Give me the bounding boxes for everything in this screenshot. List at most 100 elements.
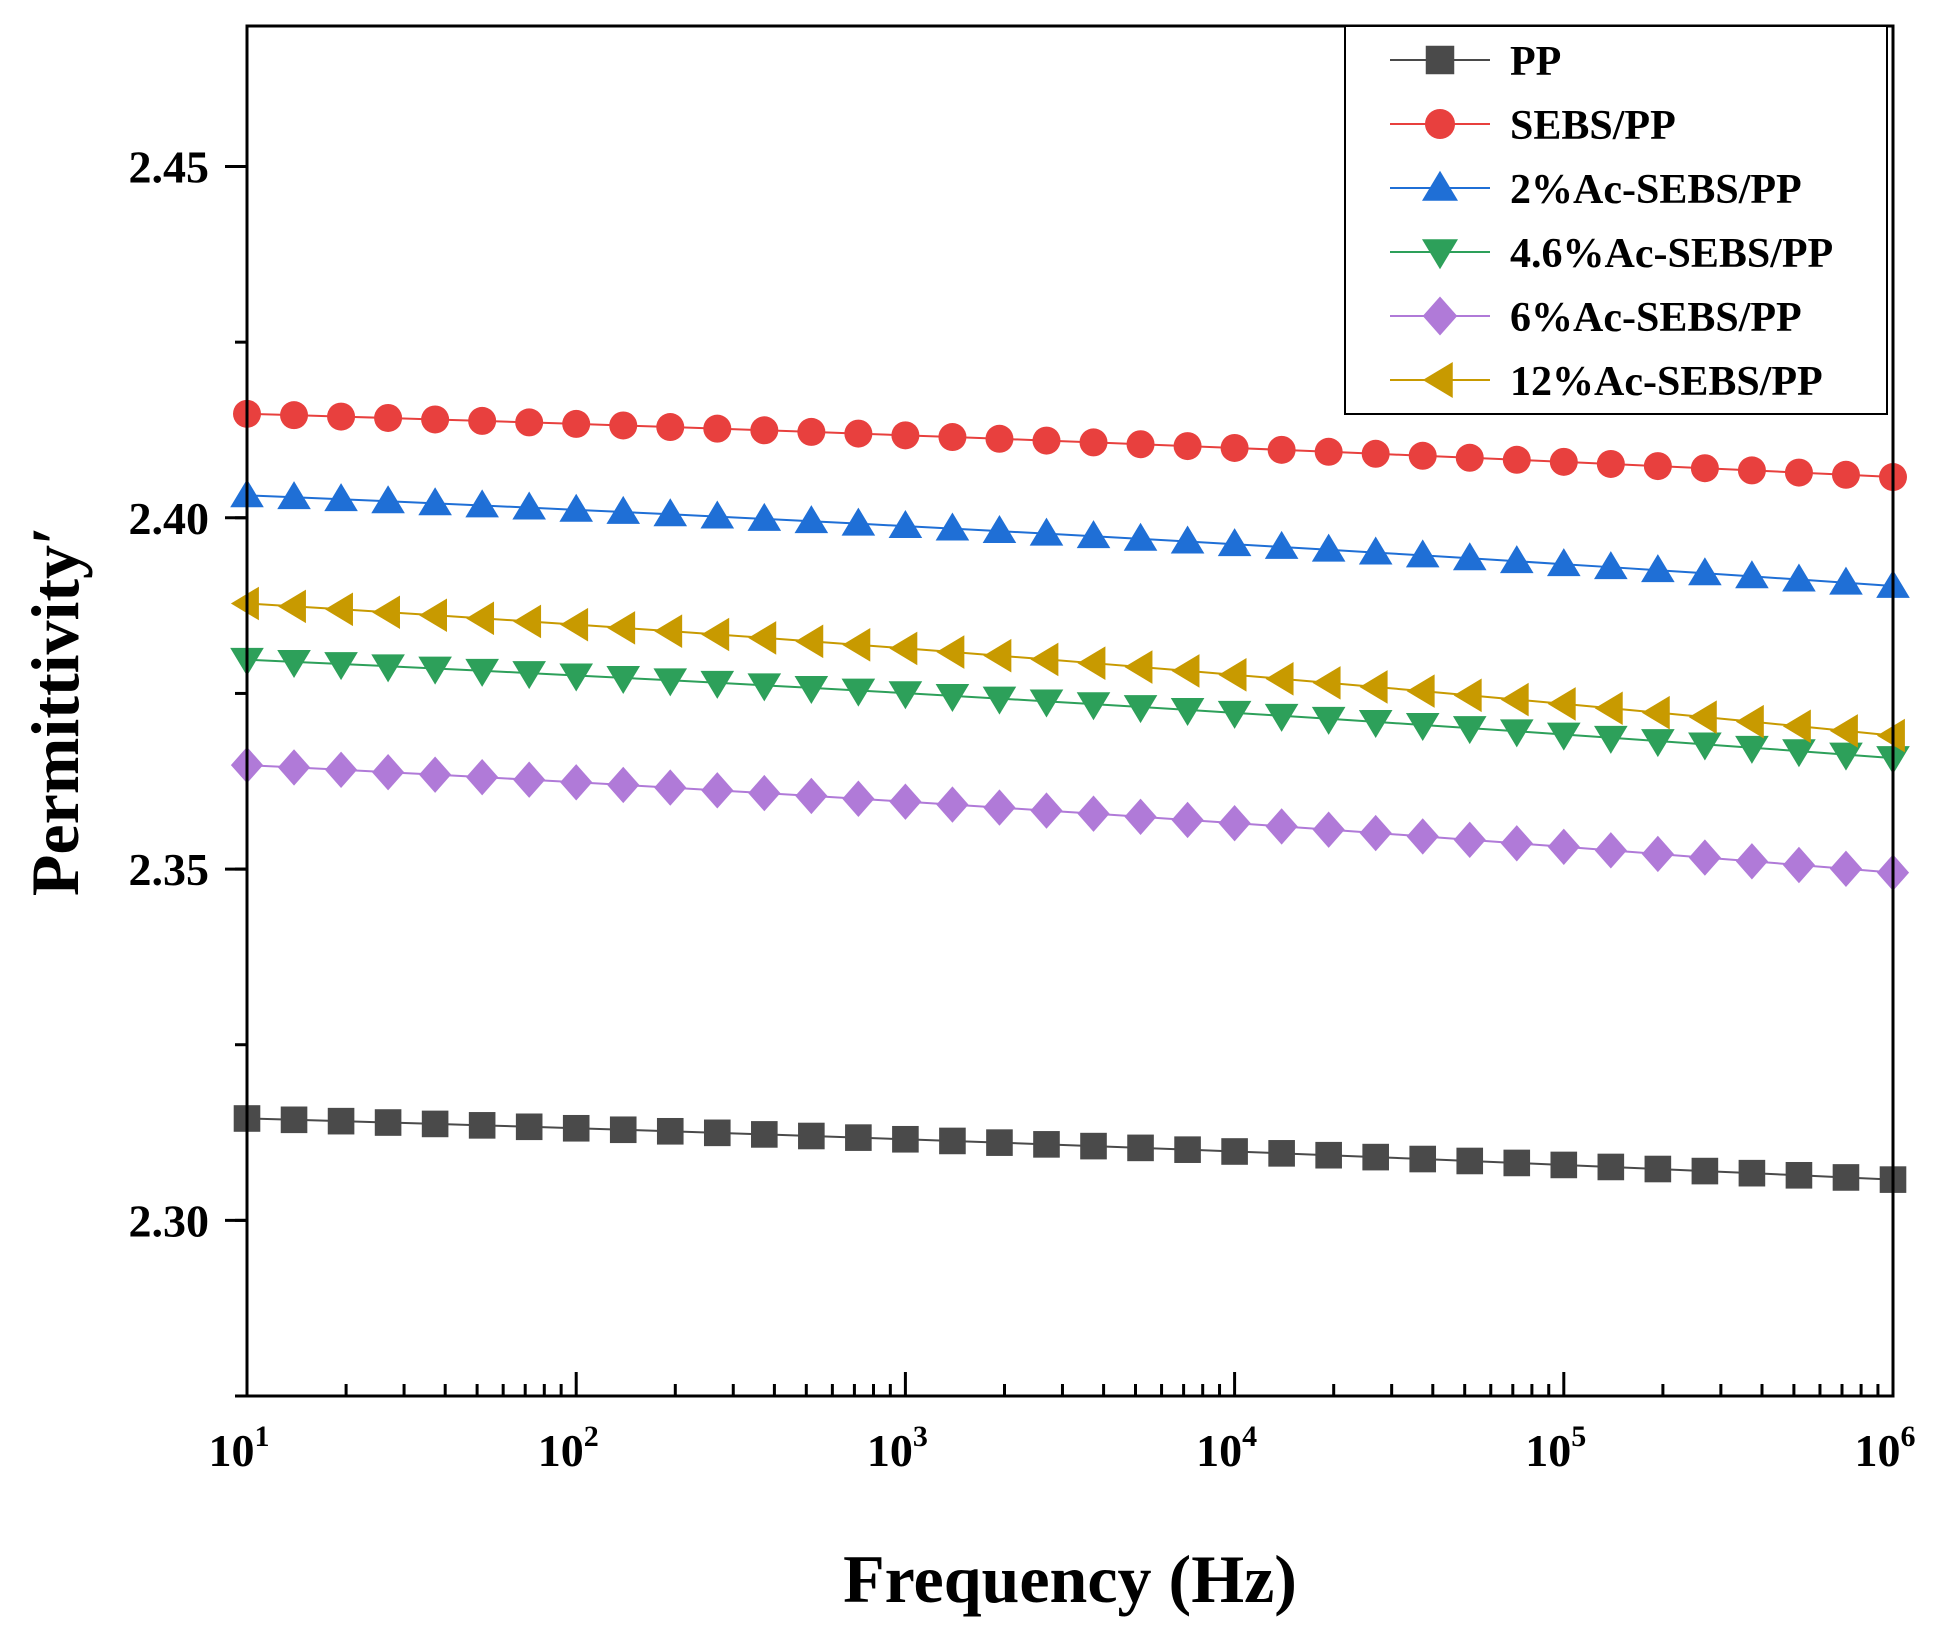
data-point xyxy=(1688,732,1722,761)
data-point xyxy=(1829,566,1863,595)
data-point xyxy=(1735,843,1769,880)
data-point xyxy=(1362,1143,1389,1171)
data-point xyxy=(751,1121,778,1148)
data-point xyxy=(1123,695,1158,724)
data-point xyxy=(1456,1147,1484,1175)
data-point xyxy=(653,498,688,527)
data-point xyxy=(513,761,546,798)
data-point xyxy=(1784,458,1813,487)
data-point xyxy=(418,487,452,516)
data-point xyxy=(1174,1136,1201,1163)
data-point xyxy=(1311,533,1346,562)
data-point xyxy=(609,1116,637,1144)
data-point xyxy=(1452,542,1487,571)
data-point xyxy=(747,673,782,702)
data-point xyxy=(1550,1151,1578,1179)
data-point xyxy=(1405,713,1440,742)
data-point xyxy=(1218,804,1251,842)
data-point xyxy=(1735,560,1769,589)
series-line xyxy=(246,494,1894,587)
data-point xyxy=(985,424,1014,453)
data-point xyxy=(1033,1131,1060,1158)
data-point xyxy=(1265,808,1298,845)
data-point xyxy=(1690,454,1719,483)
data-point xyxy=(1453,821,1486,859)
data-point xyxy=(466,601,495,636)
data-point xyxy=(468,406,497,435)
data-point xyxy=(798,1122,825,1150)
data-point xyxy=(748,774,781,812)
data-point xyxy=(795,624,824,659)
data-point xyxy=(1641,835,1674,873)
data-point xyxy=(1358,536,1393,565)
data-point xyxy=(1079,428,1108,457)
data-point xyxy=(700,670,735,699)
legend-label: 4.6%Ac-SEBS/PP xyxy=(1510,231,1833,277)
y-tick-label: 2.35 xyxy=(129,844,210,895)
data-point xyxy=(888,681,923,710)
data-point xyxy=(1688,557,1722,586)
data-point xyxy=(1499,719,1534,748)
data-point xyxy=(797,417,826,446)
data-point xyxy=(700,500,735,529)
data-point xyxy=(1173,432,1202,461)
data-point xyxy=(938,423,967,452)
series-6-ac-sebs-pp xyxy=(230,746,1910,891)
data-point xyxy=(747,502,782,531)
data-point xyxy=(1782,846,1816,884)
data-point xyxy=(891,421,920,450)
data-point xyxy=(1032,426,1061,455)
data-point xyxy=(1217,528,1252,557)
data-point xyxy=(371,595,400,630)
data-point xyxy=(656,413,685,442)
data-point xyxy=(889,783,922,820)
data-point xyxy=(1735,735,1769,764)
data-point xyxy=(513,604,542,639)
data-point xyxy=(1829,742,1863,771)
data-point xyxy=(1829,850,1863,887)
data-point xyxy=(512,491,546,520)
series-12-ac-sebs-pp xyxy=(230,586,1905,753)
data-point xyxy=(748,621,777,655)
data-point xyxy=(327,1107,355,1135)
data-point xyxy=(653,668,688,697)
data-point xyxy=(1829,714,1858,748)
data-point xyxy=(1361,439,1390,468)
data-point xyxy=(559,493,593,522)
data-point xyxy=(371,754,405,791)
data-point xyxy=(280,1106,308,1134)
data-point xyxy=(986,1129,1013,1156)
data-point xyxy=(654,614,683,648)
legend-marker xyxy=(1422,170,1458,201)
data-point xyxy=(936,786,969,823)
data-point xyxy=(1217,700,1252,729)
data-point xyxy=(842,628,871,662)
data-point xyxy=(1077,795,1110,832)
legend-marker xyxy=(1422,296,1458,336)
legend-marker xyxy=(1422,239,1458,270)
data-point xyxy=(1358,709,1393,738)
data-point xyxy=(559,663,593,692)
legend-label: 12%Ac-SEBS/PP xyxy=(1510,359,1823,405)
data-point xyxy=(1641,695,1670,730)
data-point xyxy=(1406,674,1435,708)
data-point xyxy=(1124,798,1157,835)
data-point xyxy=(888,510,923,539)
data-point xyxy=(606,495,641,524)
data-point xyxy=(982,686,1017,715)
data-point xyxy=(1782,563,1816,592)
data-point xyxy=(654,769,687,806)
x-tick-label: 105 xyxy=(1525,1420,1586,1476)
data-point xyxy=(1405,539,1440,568)
data-point xyxy=(1076,520,1111,549)
series-2-ac-sebs-pp xyxy=(230,479,1910,598)
data-point xyxy=(892,1125,919,1153)
data-point xyxy=(983,789,1016,826)
data-point xyxy=(1594,725,1628,754)
data-point xyxy=(1220,433,1249,462)
data-point xyxy=(466,758,499,796)
data-point xyxy=(1265,662,1294,696)
data-point xyxy=(1499,545,1534,574)
x-tick-label: 106 xyxy=(1855,1420,1916,1476)
